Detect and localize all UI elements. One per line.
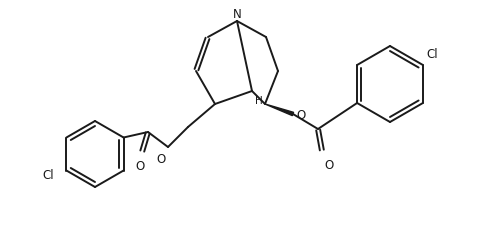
Text: H: H <box>255 96 263 106</box>
Text: Cl: Cl <box>43 168 54 181</box>
Polygon shape <box>265 105 294 116</box>
Text: O: O <box>296 109 305 122</box>
Text: O: O <box>156 152 166 165</box>
Text: Cl: Cl <box>426 48 438 61</box>
Text: N: N <box>233 8 241 21</box>
Text: O: O <box>324 158 333 171</box>
Text: O: O <box>135 159 144 172</box>
